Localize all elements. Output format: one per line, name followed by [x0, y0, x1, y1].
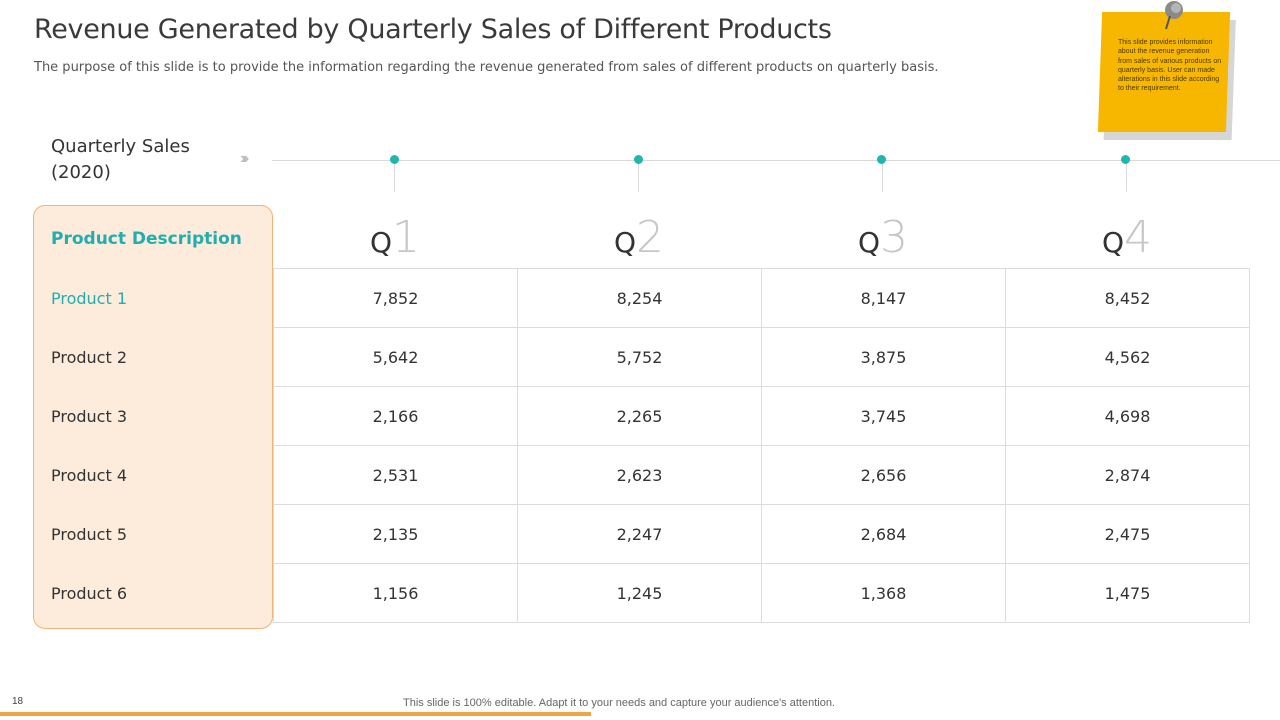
table-row: 2,166 2,265 3,745 4,698 — [273, 386, 1250, 446]
slide-subtitle: The purpose of this slide is to provide … — [34, 60, 939, 75]
table-cell: 5,752 — [517, 327, 762, 387]
table-cell: 4,698 — [1005, 386, 1250, 446]
product-label: Product 4 — [51, 466, 128, 485]
table-cell: 3,875 — [761, 327, 1006, 387]
table-cell: 4,562 — [1005, 327, 1250, 387]
table-cell: 7,852 — [273, 268, 518, 328]
table-cell: 1,156 — [273, 563, 518, 623]
product-description-heading: Product Description — [51, 229, 242, 249]
table-cell: 2,247 — [517, 504, 762, 564]
table-row: 2,531 2,623 2,656 2,874 — [273, 445, 1250, 505]
table-cell: 2,623 — [517, 445, 762, 505]
table-row: 5,642 5,752 3,875 4,562 — [273, 327, 1250, 387]
timeline-dot-q2 — [634, 155, 643, 164]
timeline-stem-q1 — [394, 160, 395, 192]
product-description-panel — [33, 205, 273, 629]
timeline-dot-q4 — [1121, 155, 1130, 164]
table-cell: 2,874 — [1005, 445, 1250, 505]
quarter-heading-q2: Q2 — [613, 212, 665, 263]
table-cell: 2,684 — [761, 504, 1006, 564]
table-row: 7,852 8,254 8,147 8,452 — [273, 268, 1250, 328]
table-cell: 2,531 — [273, 445, 518, 505]
quarter-heading-q4: Q4 — [1101, 212, 1153, 263]
timeline-stem-q2 — [638, 160, 639, 192]
quarterly-sales-label-line1: Quarterly Sales — [51, 136, 190, 157]
timeline-dot-q3 — [877, 155, 886, 164]
progress-bar — [0, 712, 591, 716]
table-cell: 1,368 — [761, 563, 1006, 623]
table-row: 2,135 2,247 2,684 2,475 — [273, 504, 1250, 564]
table-row: 1,156 1,245 1,368 1,475 — [273, 563, 1250, 623]
table-cell: 1,475 — [1005, 563, 1250, 623]
quarterly-sales-label: Quarterly Sales (2020) — [51, 134, 190, 186]
timeline-stem-q4 — [1126, 160, 1127, 192]
sales-table: 7,852 8,254 8,147 8,452 5,642 5,752 3,87… — [273, 268, 1250, 623]
product-label: Product 5 — [51, 525, 128, 544]
chevron-arrows-icon: ›››› — [240, 150, 250, 167]
pushpin-icon — [1165, 1, 1183, 30]
quarter-heading-q1: Q1 — [369, 212, 421, 263]
product-label: Product 2 — [51, 348, 128, 367]
sticky-note-text: This slide provides information about th… — [1118, 39, 1222, 93]
timeline-dot-q1 — [390, 155, 399, 164]
product-label: Product 6 — [51, 584, 128, 603]
table-cell: 2,656 — [761, 445, 1006, 505]
quarter-heading-q3: Q3 — [857, 212, 909, 263]
table-cell: 8,254 — [517, 268, 762, 328]
table-cell: 2,166 — [273, 386, 518, 446]
slide-title: Revenue Generated by Quarterly Sales of … — [34, 14, 832, 45]
table-cell: 1,245 — [517, 563, 762, 623]
quarterly-sales-label-line2: (2020) — [51, 162, 111, 183]
table-cell: 2,475 — [1005, 504, 1250, 564]
table-cell: 8,452 — [1005, 268, 1250, 328]
page-number: 18 — [12, 696, 24, 707]
footer-text: This slide is 100% editable. Adapt it to… — [403, 697, 835, 709]
product-label: Product 3 — [51, 407, 128, 426]
timeline-stem-q3 — [882, 160, 883, 192]
table-cell: 8,147 — [761, 268, 1006, 328]
table-cell: 2,135 — [273, 504, 518, 564]
table-cell: 3,745 — [761, 386, 1006, 446]
product-label: Product 1 — [51, 289, 128, 308]
table-cell: 5,642 — [273, 327, 518, 387]
timeline-line — [272, 160, 1280, 161]
table-cell: 2,265 — [517, 386, 762, 446]
